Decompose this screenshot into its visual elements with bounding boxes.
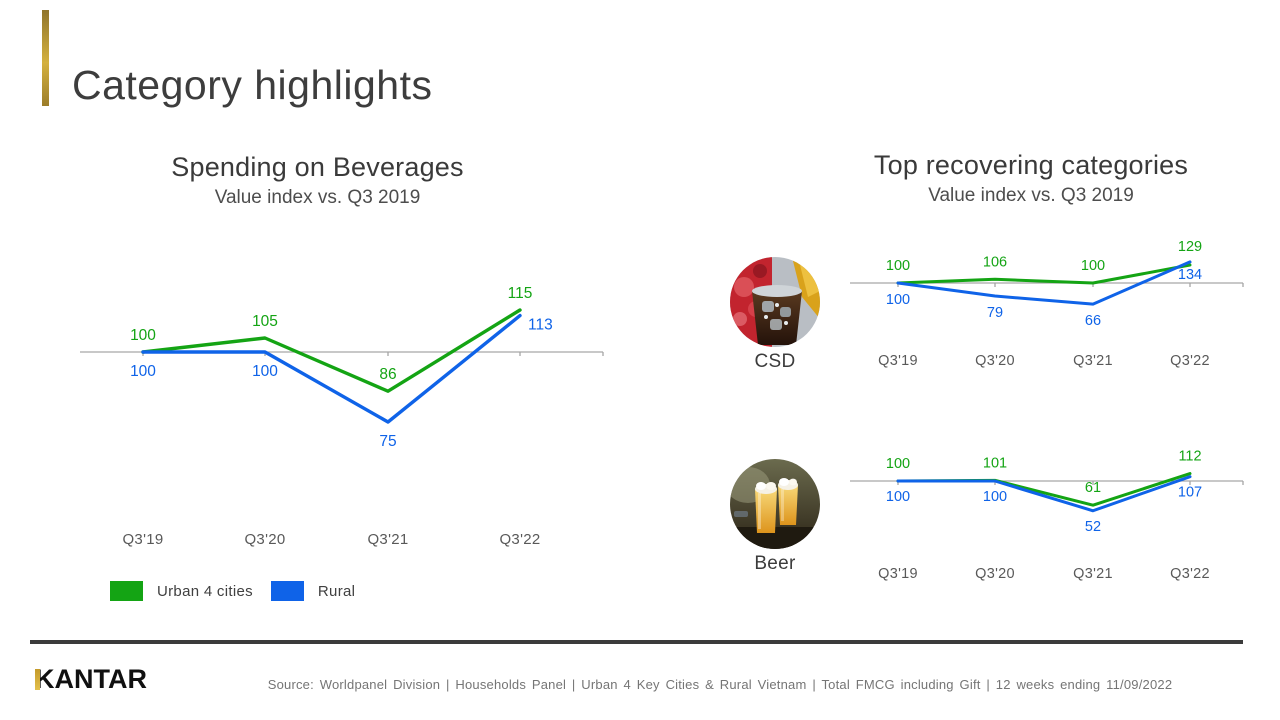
x-axis-label: Q3'19 [122,531,163,548]
beverages-chart-subtitle: Value index vs. Q3 2019 [214,187,421,208]
x-axis-label: Q3'21 [367,531,408,548]
x-axis-label: Q3'19 [878,353,918,369]
page-title: Category highlights [72,62,433,108]
value-label: 100 [252,363,278,380]
rural-legend-swatch [270,581,304,601]
urban-legend-label: Urban 4 cities [157,582,253,600]
x-axis-label: Q3'22 [1170,566,1210,582]
value-label: 113 [528,317,553,334]
x-axis-label: Q3'20 [975,353,1015,369]
x-axis-label: Q3'21 [1073,353,1113,369]
value-label: 100 [130,327,156,344]
urban-legend-swatch [110,581,143,601]
beverages-line-chart: 100 105 86 115 100 100 75 113 Q3'19 Q3'20 Q3'21 Q3'… [80,285,604,548]
value-label: 100 [1081,258,1105,274]
value-label: 106 [983,254,1007,270]
value-label: 75 [379,433,396,450]
value-label: 100 [983,489,1007,505]
value-label: 105 [252,313,278,330]
value-label: 115 [508,285,533,302]
value-label: 100 [886,292,910,308]
beer-line-chart: 100 101 61 112 100 100 52 107 Q3'19 Q3'20 Q3'21 Q3'… [850,449,1244,582]
value-label: 61 [1085,480,1101,496]
source-text: Source: Worldpanel Division | Households… [267,677,1173,692]
value-label: 112 [1178,449,1201,465]
value-label: 79 [987,305,1003,321]
urban-series-line [896,263,1192,285]
title-accent-bar [42,10,49,106]
recovering-section-subtitle: Value index vs. Q3 2019 [928,185,1134,206]
csd-line-chart: 100 106 100 129 100 79 66 134 Q3'19 Q3'20 Q3'21 Q3'… [850,239,1244,369]
footer-divider [30,640,1243,644]
x-axis-label: Q3'21 [1073,566,1113,582]
value-label: 52 [1085,519,1101,535]
kantar-logo-text: KANTAR [35,664,147,694]
x-axis-label: Q3'20 [975,566,1015,582]
value-label: 100 [886,456,910,472]
beer-category-label: Beer [754,553,796,574]
rural-series-line [896,260,1192,306]
beverages-chart-header: Spending on Beverages Value index vs. Q3… [50,152,585,209]
rural-series-line [141,313,522,424]
recovering-section-title: Top recovering categories [873,150,1189,180]
value-label: 100 [886,489,910,505]
value-label: 129 [1178,239,1202,255]
value-label: 107 [1178,485,1202,501]
value-label: 134 [1178,267,1202,283]
csd-photo [730,257,820,347]
value-label: 86 [379,366,396,383]
value-label: 100 [886,258,910,274]
x-axis-label: Q3'22 [499,531,540,548]
value-label: 100 [130,363,156,380]
beverages-chart-title: Spending on Beverages [171,152,464,182]
rural-series-line [896,475,1192,513]
x-axis-label: Q3'22 [1170,353,1210,369]
kantar-gold-stem [35,669,40,690]
beer-photo [730,459,820,549]
value-label: 101 [983,455,1007,471]
x-axis-label: Q3'20 [244,531,285,548]
urban-series-line [896,472,1192,507]
kantar-logo: KANTAR [35,664,147,694]
recovering-section-header: Top recovering categories Value index vs… [800,150,1262,207]
value-label: 66 [1085,313,1101,329]
csd-category-label: CSD [754,351,796,372]
rural-legend-label: Rural [317,582,356,600]
chart-legend: Urban 4 cities Rural [110,581,373,601]
urban-series-line [141,308,522,393]
x-axis-label: Q3'19 [878,566,918,582]
